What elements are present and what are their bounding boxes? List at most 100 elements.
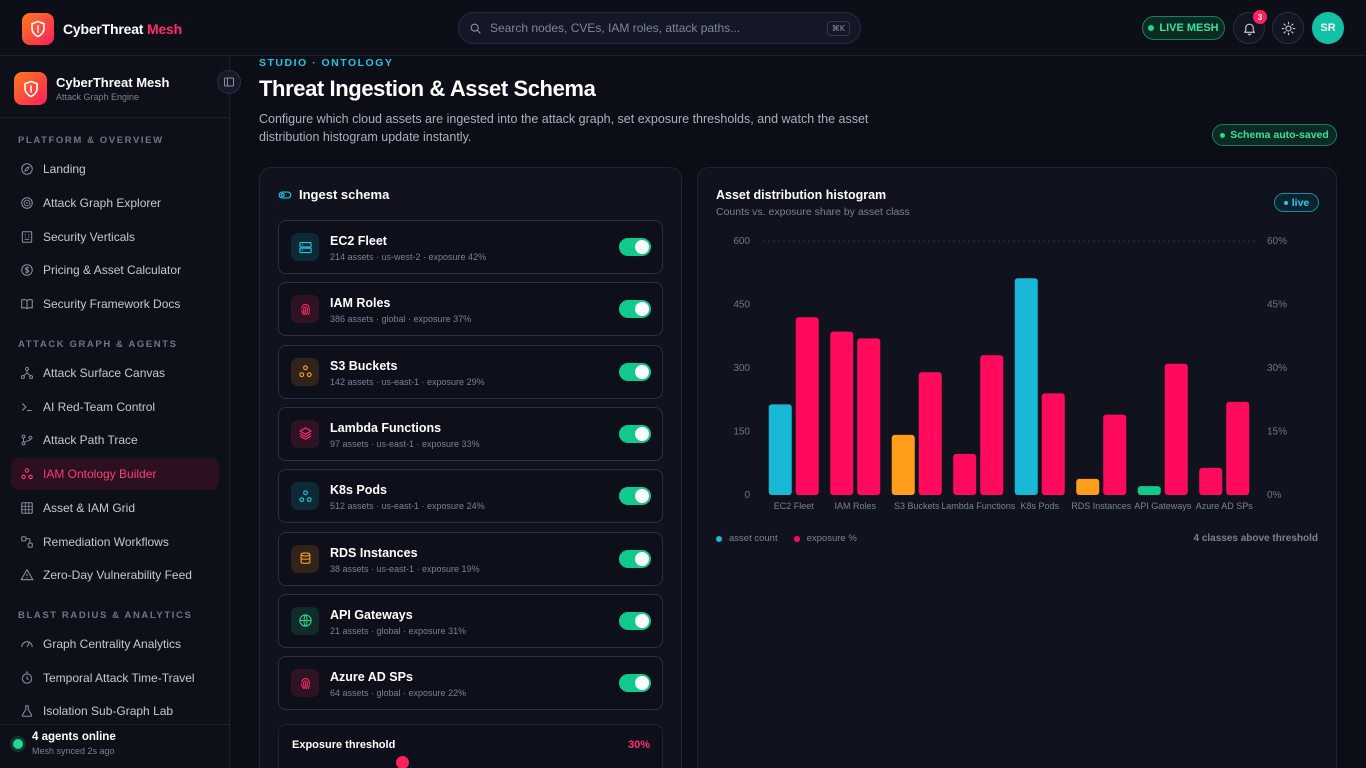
- histogram-panel: Asset distribution histogram Counts vs. …: [697, 167, 1337, 768]
- asset-name: Azure AD SPs: [330, 670, 413, 685]
- sidebar-item-attack-surface-canvas[interactable]: Attack Surface Canvas: [11, 357, 219, 389]
- sidebar-item-zero-day-feed[interactable]: Zero-Day Vulnerability Feed: [11, 559, 219, 591]
- sidebar-item-label: Security Verticals: [43, 230, 136, 244]
- sidebar-item-label: Asset & IAM Grid: [43, 501, 136, 515]
- asset-card[interactable]: Azure AD SPs 64 assets · global · exposur…: [278, 656, 663, 711]
- bar-asset-count: [891, 434, 915, 495]
- theme-toggle-button[interactable]: [1272, 12, 1304, 44]
- shortcut-hint: ⌘K: [826, 20, 850, 36]
- asset-card[interactable]: RDS Instances 38 assets · us-east-1 · exp…: [278, 531, 663, 586]
- y-tick-label-left: 600: [733, 236, 750, 247]
- asset-ingest-toggle[interactable]: [619, 674, 651, 693]
- bar-exposure: [980, 355, 1004, 495]
- exposure-threshold-control: Exposure threshold 30%: [278, 724, 663, 768]
- brand-name: CyberThreat Mesh: [63, 21, 182, 37]
- asset-name: S3 Buckets: [330, 358, 398, 373]
- asset-ingest-toggle[interactable]: [619, 611, 651, 630]
- bar-exposure: [1041, 393, 1065, 495]
- threshold-slider-handle[interactable]: [396, 756, 409, 768]
- y-tick-label-right: 15%: [1267, 427, 1287, 438]
- gauge-icon: [21, 641, 33, 648]
- asset-ingest-toggle[interactable]: [619, 424, 651, 443]
- asset-ingest-toggle[interactable]: [619, 549, 651, 568]
- sidebar-item-ai-red-team[interactable]: AI Red-Team Control: [11, 391, 219, 423]
- asset-card[interactable]: Lambda Functions 97 assets · us-east-1 · …: [278, 406, 663, 461]
- asset-ingest-toggle[interactable]: [619, 300, 651, 319]
- workflow-icon: [21, 536, 33, 548]
- sidebar-item-label: Isolation Sub-Graph Lab: [43, 704, 174, 718]
- section-title-attack-graph: ATTACK GRAPH & AGENTS: [18, 339, 178, 350]
- x-tick-label: K8s Pods: [1020, 501, 1059, 511]
- x-tick-label: IAM Roles: [834, 501, 876, 511]
- bar-asset-count: [1199, 467, 1223, 495]
- warning-icon: [20, 569, 34, 581]
- collapse-sidebar-button[interactable]: [217, 70, 241, 94]
- fingerprint-icon: [291, 295, 319, 324]
- search-input[interactable]: [490, 21, 827, 35]
- asset-meta: 512 assets · us-east-1 · exposure 24%: [330, 501, 485, 512]
- fingerprint-icon: [291, 669, 319, 698]
- sidebar-item-landing[interactable]: Landing: [11, 153, 219, 185]
- cluster-icon: [291, 357, 319, 386]
- legend-label: exposure %: [806, 533, 857, 544]
- user-avatar[interactable]: SR: [1312, 12, 1344, 44]
- global-search[interactable]: ⌘K: [458, 12, 861, 44]
- legend-label: asset count: [729, 533, 778, 544]
- sidebar-item-asset-iam-grid[interactable]: Asset & IAM Grid: [11, 492, 219, 524]
- notifications-button[interactable]: 3: [1233, 10, 1267, 44]
- sidebar-item-remediation-workflows[interactable]: Remediation Workflows: [11, 526, 219, 558]
- asset-card[interactable]: EC2 Fleet 214 assets · us-west-2 · exposu…: [278, 220, 663, 274]
- sidebar-item-attack-path-trace[interactable]: Attack Path Trace: [11, 424, 219, 456]
- sidebar-item-isolation-lab[interactable]: Isolation Sub-Graph Lab: [11, 695, 219, 727]
- live-mesh-status[interactable]: LIVE MESH: [1142, 16, 1225, 40]
- sidebar-item-label: Pricing & Asset Calculator: [43, 263, 182, 277]
- sidebar-item-graph-centrality[interactable]: Graph Centrality Analytics: [11, 628, 219, 660]
- sidebar-brand[interactable]: CyberThreat Mesh Attack Graph Engine: [14, 72, 169, 105]
- asset-meta: 21 assets · global · exposure 31%: [330, 625, 467, 636]
- brand[interactable]: CyberThreat Mesh: [22, 13, 182, 45]
- live-chip-label: live: [1291, 196, 1310, 209]
- asset-card[interactable]: API Gateways 21 assets · global · exposur…: [278, 593, 663, 648]
- toggle-icon: [278, 191, 292, 198]
- ingest-schema-panel: Ingest schema EC2 Fleet 214 assets · us-w…: [259, 167, 682, 768]
- section-title-blast-radius: BLAST RADIUS & ANALYTICS: [18, 610, 193, 621]
- y-tick-label-right: 45%: [1267, 300, 1287, 311]
- asset-ingest-toggle[interactable]: [619, 487, 651, 506]
- asset-ingest-toggle[interactable]: [619, 238, 651, 256]
- shield-logo-icon: [14, 72, 47, 105]
- legend-exposure: exposure %: [793, 533, 857, 544]
- asset-card[interactable]: S3 Buckets 142 assets · us-east-1 · expos…: [278, 344, 663, 399]
- search-icon: [470, 23, 481, 34]
- sidebar-item-pricing[interactable]: Pricing & Asset Calculator: [11, 254, 219, 286]
- sidebar-item-temporal-time-travel[interactable]: Temporal Attack Time-Travel: [11, 662, 219, 694]
- y-tick-label-right: 60%: [1267, 236, 1287, 247]
- sidebar-item-framework-docs[interactable]: Security Framework Docs: [11, 288, 219, 320]
- sidebar-item-label: Security Framework Docs: [43, 297, 181, 311]
- y-tick-label-left: 0: [744, 490, 750, 501]
- sidebar: CyberThreat Mesh Attack Graph Engine PLA…: [0, 57, 241, 768]
- sidebar-item-security-verticals[interactable]: Security Verticals: [11, 221, 219, 253]
- compass-icon: [21, 163, 33, 175]
- sidebar-collapse-icon: [224, 77, 234, 87]
- sidebar-item-label: Zero-Day Vulnerability Feed: [43, 568, 192, 582]
- bar-exposure: [1226, 401, 1250, 495]
- histogram-title: Asset distribution histogram: [716, 188, 887, 202]
- network-icon: [20, 366, 34, 380]
- asset-meta: 38 assets · us-east-1 · exposure 19%: [330, 563, 480, 574]
- building-icon: [21, 231, 33, 243]
- x-tick-label: API Gateways: [1134, 501, 1192, 511]
- sidebar-item-iam-ontology-builder[interactable]: IAM Ontology Builder: [11, 458, 219, 490]
- server-icon: [291, 233, 319, 261]
- notification-count-badge: 3: [1253, 10, 1267, 24]
- sidebar-item-label: Attack Path Trace: [43, 433, 138, 447]
- globe-icon: [291, 606, 319, 635]
- sidebar-item-label: Attack Graph Explorer: [43, 196, 162, 210]
- asset-card[interactable]: IAM Roles 386 assets · global · exposure …: [278, 282, 663, 337]
- bar-exposure: [1164, 363, 1188, 495]
- sidebar-item-attack-graph-explorer[interactable]: Attack Graph Explorer: [11, 187, 219, 219]
- legend-dot-icon: [793, 535, 800, 542]
- ingest-schema-title: Ingest schema: [299, 187, 390, 202]
- asset-card[interactable]: K8s Pods 512 assets · us-east-1 · exposur…: [278, 469, 663, 524]
- asset-ingest-toggle[interactable]: [619, 362, 651, 381]
- sidebar-item-label: IAM Ontology Builder: [43, 467, 157, 481]
